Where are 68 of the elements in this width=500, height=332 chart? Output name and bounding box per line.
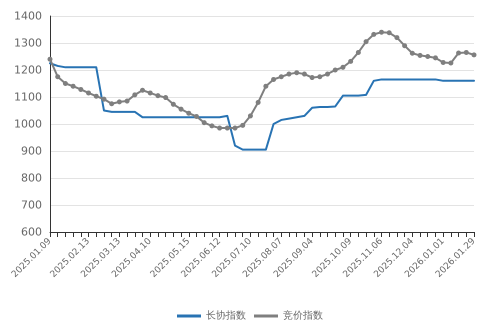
point	[194, 114, 199, 119]
point	[440, 60, 446, 65]
point	[170, 102, 176, 107]
point	[410, 50, 415, 56]
point	[271, 76, 276, 82]
point	[302, 72, 307, 77]
point	[202, 120, 207, 126]
point	[278, 74, 284, 80]
point	[70, 84, 76, 89]
point	[186, 110, 192, 116]
y-tick-label: 700	[21, 198, 42, 212]
point	[472, 52, 476, 58]
y-tick-label: 600	[21, 226, 42, 238]
point	[48, 56, 52, 62]
point	[163, 95, 168, 100]
point	[386, 30, 392, 36]
point	[317, 74, 322, 80]
point	[148, 90, 153, 96]
point	[224, 126, 230, 131]
legend-label: 长协指数	[206, 310, 246, 322]
point	[310, 75, 315, 80]
y-tick-label: 1000	[14, 118, 42, 130]
point	[209, 123, 214, 128]
point	[332, 68, 338, 72]
point	[448, 60, 454, 66]
point	[248, 113, 253, 118]
y-tick-label: 1300	[14, 36, 42, 50]
point	[356, 50, 361, 55]
y-tick-label: 1200	[14, 64, 42, 76]
point	[394, 35, 400, 40]
legend-label: 竞价指数	[283, 310, 323, 322]
point	[155, 93, 160, 98]
point	[325, 72, 330, 77]
point	[232, 126, 238, 131]
point	[86, 90, 92, 96]
point	[240, 122, 246, 128]
point	[116, 99, 122, 104]
point	[418, 52, 423, 58]
point	[263, 84, 268, 89]
line-series	[49, 62, 475, 151]
point	[62, 81, 68, 86]
point	[124, 98, 130, 104]
point	[348, 58, 354, 64]
point	[256, 100, 261, 105]
point	[294, 70, 300, 76]
point	[94, 94, 99, 99]
point	[432, 55, 438, 60]
point	[109, 101, 114, 106]
point	[456, 50, 462, 56]
point	[178, 106, 184, 112]
point	[286, 72, 292, 77]
point	[364, 39, 369, 44]
point	[132, 92, 138, 98]
point	[402, 43, 408, 48]
y-tick-label: 900	[21, 144, 42, 158]
y-tick-label: 1400	[14, 10, 42, 22]
point	[78, 86, 84, 92]
point	[101, 96, 106, 102]
point	[425, 54, 430, 59]
y-tick-label: 800	[21, 172, 42, 184]
point	[371, 32, 376, 37]
y-tick-label: 1100	[14, 90, 42, 104]
point	[55, 74, 60, 80]
point	[140, 88, 146, 93]
point	[464, 50, 469, 55]
point	[378, 30, 384, 35]
point	[340, 64, 346, 70]
point	[217, 126, 222, 131]
